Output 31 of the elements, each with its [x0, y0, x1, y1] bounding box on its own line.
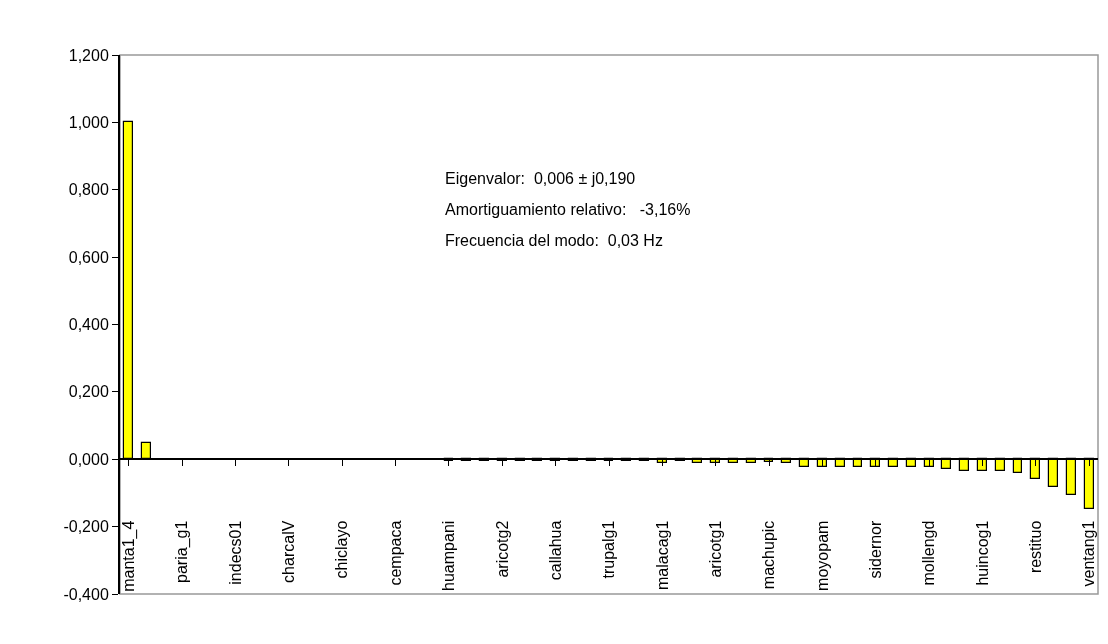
x-tick-label: aricotg2 [493, 520, 511, 578]
y-tick-label: 0,400 [68, 316, 109, 334]
x-tick-label: ventang1 [1080, 520, 1098, 587]
y-tick-label: 0,200 [68, 383, 109, 401]
x-tick-label: callahua [546, 520, 564, 581]
y-tick-label: 1,200 [68, 46, 109, 64]
x-tick-label: mollengd [920, 520, 938, 586]
y-tick-label: -0,200 [63, 518, 109, 536]
y-tick-label: 0,000 [68, 450, 109, 468]
y-tick-label: -0,400 [63, 585, 109, 603]
annotation: Amortiguamiento relativo: -3,16% [445, 201, 691, 218]
x-tick-label: indecs01 [226, 520, 244, 585]
x-tick-label: huincog1 [973, 520, 991, 586]
x-tick-label: aricotg1 [706, 520, 724, 578]
y-tick-label: 0,800 [68, 181, 109, 199]
x-tick-label: machupic [760, 520, 778, 590]
x-tick-label: manta1_4 [120, 520, 139, 592]
x-tick-label: paria_g1 [173, 520, 192, 583]
x-tick-label: malacag1 [653, 520, 671, 591]
x-tick-label: cempaca [386, 520, 404, 586]
y-tick-label: 1,000 [68, 113, 109, 131]
y-tick-label: 0,600 [68, 248, 109, 266]
x-tick-label: trupalg1 [600, 520, 618, 579]
x-tick-label: chiclayo [333, 520, 351, 579]
x-tick-label: restituo [1026, 520, 1044, 574]
x-tick-label: charcalV [280, 520, 298, 583]
x-tick-label: huampani [440, 520, 458, 591]
annotation: Eigenvalor: 0,006 ± j0,190 [445, 170, 636, 187]
annotation: Frecuencia del modo: 0,03 Hz [445, 232, 663, 249]
x-tick-label: moyopam [813, 520, 831, 591]
x-tick-label: sidernor [866, 519, 884, 579]
